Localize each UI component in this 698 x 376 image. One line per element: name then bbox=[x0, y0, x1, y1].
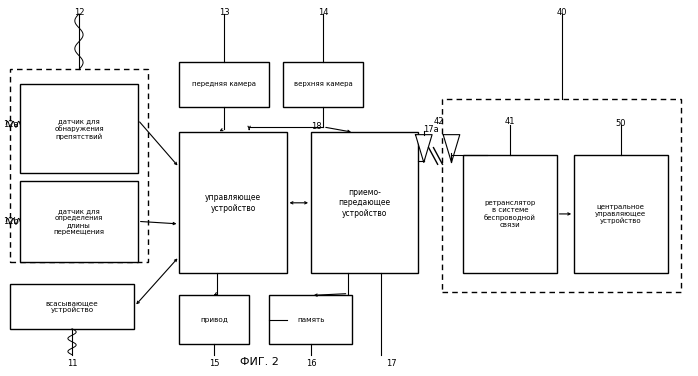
Text: передняя камера: передняя камера bbox=[193, 81, 256, 87]
Bar bbox=[311, 132, 418, 273]
Polygon shape bbox=[443, 135, 460, 162]
Text: 42: 42 bbox=[434, 117, 445, 126]
Text: 40: 40 bbox=[557, 8, 567, 17]
Bar bbox=[10, 284, 134, 329]
Text: 11: 11 bbox=[67, 359, 77, 368]
Text: 12: 12 bbox=[74, 8, 84, 17]
Text: управляющее
устройство: управляющее устройство bbox=[205, 193, 261, 212]
Polygon shape bbox=[415, 135, 432, 162]
Bar bbox=[574, 155, 667, 273]
Bar bbox=[10, 70, 148, 262]
Text: 50: 50 bbox=[616, 119, 626, 128]
Bar bbox=[463, 155, 557, 273]
Bar bbox=[179, 132, 287, 273]
Text: 17: 17 bbox=[386, 359, 396, 368]
Bar bbox=[283, 62, 363, 106]
Text: 16: 16 bbox=[306, 359, 316, 368]
Text: 17a: 17a bbox=[423, 124, 438, 133]
Text: 15: 15 bbox=[209, 359, 219, 368]
Bar bbox=[20, 180, 138, 262]
Bar bbox=[269, 296, 352, 344]
Bar bbox=[20, 84, 138, 173]
Text: приемо-
передающее
устройство: приемо- передающее устройство bbox=[339, 188, 391, 218]
Text: верхняя камера: верхняя камера bbox=[294, 81, 352, 87]
Text: центральное
управляющее
устройство: центральное управляющее устройство bbox=[595, 204, 646, 224]
Text: привод: привод bbox=[200, 317, 228, 323]
Text: 12b: 12b bbox=[3, 217, 19, 226]
Text: 12a: 12a bbox=[3, 120, 18, 129]
Text: датчик для
определения
длины
перемещения: датчик для определения длины перемещения bbox=[54, 208, 105, 235]
Text: 18: 18 bbox=[311, 122, 322, 131]
Text: память: память bbox=[297, 317, 325, 323]
Bar bbox=[443, 99, 681, 292]
Text: 14: 14 bbox=[318, 8, 328, 17]
Text: всасывающее
устройство: всасывающее устройство bbox=[45, 300, 98, 313]
Bar bbox=[179, 62, 269, 106]
Bar bbox=[179, 296, 248, 344]
Text: 13: 13 bbox=[219, 8, 230, 17]
Text: ретранслятор
в системе
беспроводной
связи: ретранслятор в системе беспроводной связ… bbox=[484, 200, 536, 228]
Text: ФИГ. 2: ФИГ. 2 bbox=[239, 357, 279, 367]
Text: датчик для
обнаружения
препятствий: датчик для обнаружения препятствий bbox=[54, 118, 104, 139]
Text: 41: 41 bbox=[505, 117, 515, 126]
